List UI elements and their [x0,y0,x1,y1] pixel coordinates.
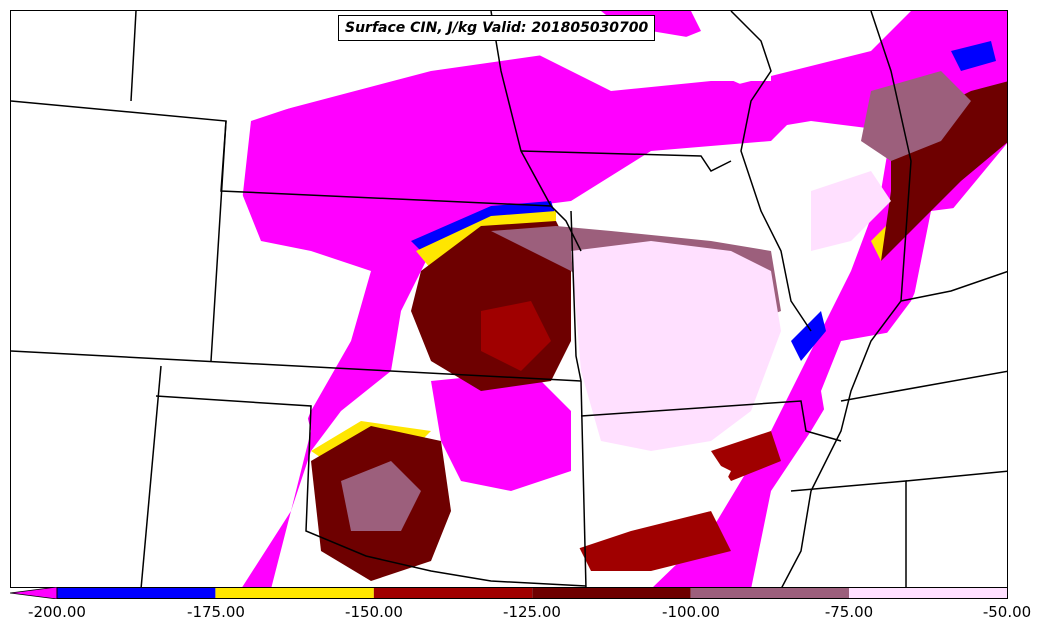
tick-label: -150.00 [345,603,403,621]
colorbar-under-arrow [10,587,58,599]
colorbar-frame [56,587,1008,599]
colorbar-bins [57,587,1008,599]
colorbar-bin [849,587,1008,599]
cin-fill-white [11,11,1007,587]
colorbar-bin [532,587,691,599]
colorbar-bin [215,587,374,599]
cin-map [10,10,1008,588]
cin-field-svg [11,11,1007,587]
tick-label: -200.00 [28,603,86,621]
tick-label: -175.00 [187,603,245,621]
colorbar [10,587,1008,599]
tick-label: -100.00 [662,603,720,621]
colorbar-bin [57,587,216,599]
colorbar-bin [373,587,533,599]
map-title: Surface CIN, J/kg Valid: 201805030700 [338,15,656,41]
colorbar-bin [690,587,850,599]
state-boundaries [11,11,1007,587]
tick-label: -125.00 [503,603,561,621]
tick-label: -75.00 [824,603,874,621]
tick-label: -50.00 [982,603,1032,621]
